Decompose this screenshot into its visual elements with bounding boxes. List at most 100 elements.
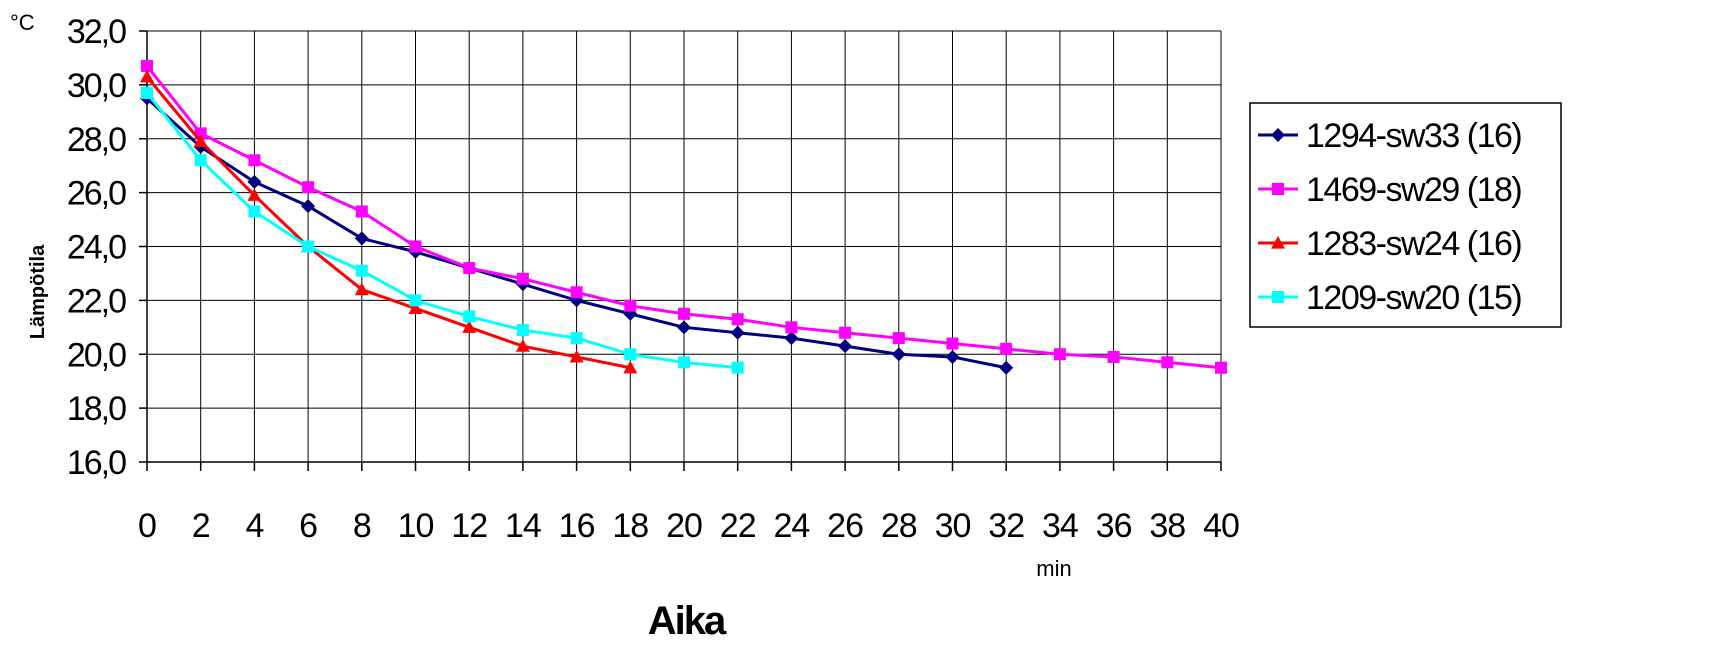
x-unit-label: min [1036, 556, 1071, 581]
data-point [140, 69, 154, 83]
data-point [141, 60, 153, 73]
data-point [408, 301, 423, 315]
data-point [247, 188, 262, 201]
data-point [624, 299, 637, 312]
y-tick-label: 28,0 [67, 121, 126, 159]
x-tick-label: 34 [1042, 507, 1078, 545]
legend-label: 1294-sw33 (16) [1306, 117, 1521, 155]
data-point [838, 339, 853, 354]
legend-label: 1209-sw20 (15) [1306, 279, 1521, 317]
data-point [248, 205, 261, 218]
data-point [839, 326, 852, 339]
y-tick-label: 30,0 [67, 67, 126, 105]
x-tick-label: 26 [827, 507, 863, 545]
data-point [892, 332, 905, 345]
y-tick-label: 18,0 [67, 390, 126, 428]
data-point [999, 360, 1014, 375]
data-point [516, 324, 529, 337]
data-point [624, 348, 637, 361]
data-point [193, 134, 208, 148]
data-point [623, 360, 638, 374]
series-layer [140, 60, 1227, 375]
legend-label: 1283-sw24 (16) [1306, 225, 1521, 263]
x-tick-label: 10 [398, 507, 434, 545]
legend-entry-2: 1469-sw29 (18) [1258, 171, 1523, 209]
data-point [354, 231, 369, 246]
data-point [569, 349, 584, 363]
x-tick-label: 8 [353, 507, 371, 545]
series-2 [141, 60, 1227, 374]
data-point [570, 332, 583, 345]
data-point [194, 154, 207, 167]
legend-entry-1: 1294-sw33 (16) [1258, 117, 1523, 155]
data-point [247, 174, 262, 189]
x-tick-label: 32 [988, 507, 1024, 545]
series-line [145, 92, 738, 370]
x-tick-label: 18 [612, 507, 648, 545]
data-point [302, 240, 315, 253]
data-point [302, 181, 315, 194]
x-tick-label: 16 [559, 507, 595, 545]
data-point [731, 313, 744, 326]
y-tick-label: 20,0 [67, 336, 126, 374]
x-tick-label: 30 [935, 507, 971, 545]
legend-label: 1469-sw29 (18) [1306, 171, 1521, 209]
data-point [945, 349, 960, 364]
data-point [463, 310, 476, 323]
legend-entry-4: 1209-sw20 (15) [1258, 279, 1523, 317]
legend-marker [1272, 183, 1284, 195]
data-point [1000, 342, 1013, 355]
x-tick-label: 24 [773, 507, 809, 545]
data-point [463, 262, 476, 275]
y-tick-labels: 16,0 18,0 20,0 22,0 24,0 26,0 28,0 30,0 32,0 [67, 13, 128, 482]
data-point [516, 272, 529, 285]
series-3 [140, 69, 638, 374]
data-point [141, 86, 153, 99]
data-point [730, 325, 745, 340]
series-4 [141, 86, 744, 374]
data-point [1215, 361, 1227, 374]
data-point [784, 331, 799, 346]
data-point [354, 282, 369, 296]
x-tick-label: 4 [245, 507, 263, 545]
x-tick-label: 38 [1149, 507, 1185, 545]
x-tick-label: 28 [881, 507, 917, 545]
data-point [462, 320, 477, 333]
legend-entry-3: 1283-sw24 (16) [1258, 225, 1523, 263]
data-point [409, 294, 422, 307]
x-axis-label: Aika [648, 599, 727, 643]
legend: 1294-sw33 (16) 1469-sw29 (18) 1283-sw24 (1… [1249, 102, 1562, 328]
x-tick-label: 40 [1203, 507, 1239, 545]
data-point [946, 337, 959, 350]
axes [139, 30, 1222, 471]
y-tick-label: 26,0 [67, 175, 126, 213]
y-tick-label: 24,0 [67, 229, 126, 267]
legend-marker [1272, 291, 1284, 303]
data-point [301, 199, 316, 214]
y-tick-label: 22,0 [67, 282, 126, 320]
legend-marker [1271, 236, 1285, 249]
data-point [570, 286, 583, 299]
y-tick-label: 16,0 [67, 444, 126, 482]
data-point [1107, 350, 1120, 363]
legend-marker [1271, 128, 1285, 142]
series-line [145, 75, 631, 370]
y-unit-label: °C [10, 10, 35, 35]
x-tick-label: 14 [505, 507, 541, 545]
x-tick-label: 20 [666, 507, 702, 545]
x-tick-label: 36 [1096, 507, 1132, 545]
data-point [731, 361, 744, 374]
data-point [355, 264, 368, 277]
y-tick-label: 32,0 [67, 13, 126, 51]
data-point [1053, 348, 1066, 361]
data-point [355, 205, 368, 218]
data-point [785, 321, 798, 334]
x-tick-labels: 0 2 4 6 8 10 12 14 16 18 20 22 24 26 28 30 32 34 36 38 40 [138, 507, 1240, 545]
x-tick-label: 22 [720, 507, 756, 545]
x-tick-label: 12 [451, 507, 487, 545]
legend-box [1249, 102, 1562, 328]
data-point [677, 320, 691, 335]
x-tick-label: 0 [138, 507, 156, 545]
data-point [515, 339, 530, 352]
